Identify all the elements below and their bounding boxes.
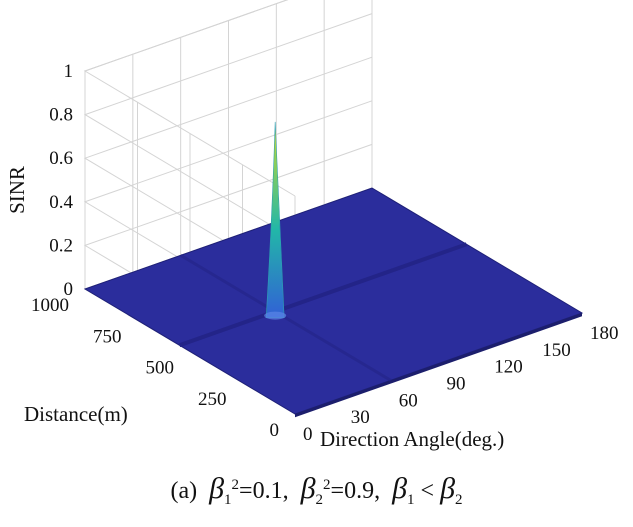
- caption-value: =0.1,: [239, 478, 289, 504]
- y-tick-label: 500: [146, 358, 175, 379]
- z-tick-label: 0: [64, 279, 74, 300]
- x-axis-label: Direction Angle(deg.): [320, 427, 504, 451]
- beta-symbol: β: [440, 472, 456, 505]
- caption-prefix: (a): [170, 478, 198, 504]
- caption-sub: 2: [455, 491, 463, 508]
- x-tick-label: 60: [399, 390, 418, 411]
- y-tick-label: 0: [270, 420, 280, 441]
- surface: [83, 187, 584, 418]
- caption-value: =0.9,: [330, 478, 381, 504]
- caption-sup: 2: [231, 477, 240, 493]
- angle-ridge: [179, 254, 392, 382]
- x-tick-label: 90: [447, 374, 466, 395]
- z-tick-label: 0.8: [49, 105, 73, 126]
- z-tick-label: 0.6: [49, 148, 73, 169]
- caption-sub: 1: [224, 491, 232, 508]
- surface-front-edge: [295, 313, 582, 418]
- beta-symbol: β: [300, 472, 316, 505]
- surface-plane: [83, 187, 584, 415]
- caption-relation: <: [420, 478, 435, 504]
- distance-ridge: [178, 242, 468, 348]
- y-axis-label: Distance(m): [24, 402, 128, 426]
- z-axis-label: SINR: [5, 166, 29, 214]
- beta-symbol: β: [209, 472, 225, 505]
- figure-caption: (a) β12=0.1, β22=0.9, β1 < β2: [0, 472, 633, 509]
- x-tick-label: 150: [542, 340, 571, 361]
- caption-sub: 1: [407, 491, 415, 508]
- peak-base: [264, 311, 287, 320]
- sinr-peak: [264, 121, 287, 320]
- tick-labels: 00.20.40.60.8102505007501000030609012015…: [31, 61, 619, 445]
- x-tick-label: 0: [303, 424, 313, 445]
- caption-sup: 2: [323, 477, 331, 493]
- z-tick-label: 1: [64, 61, 74, 82]
- z-tick-label: 0.4: [49, 192, 73, 213]
- x-tick-label: 30: [351, 407, 370, 428]
- y-tick-label: 1000: [31, 295, 69, 316]
- z-tick-label: 0.2: [49, 235, 73, 256]
- x-tick-label: 120: [494, 357, 523, 378]
- y-tick-label: 250: [198, 389, 227, 410]
- caption-sub: 2: [315, 491, 324, 508]
- beta-symbol: β: [392, 472, 408, 505]
- x-tick-label: 180: [590, 323, 619, 344]
- peak-spike: [265, 121, 285, 318]
- y-tick-label: 750: [93, 326, 122, 347]
